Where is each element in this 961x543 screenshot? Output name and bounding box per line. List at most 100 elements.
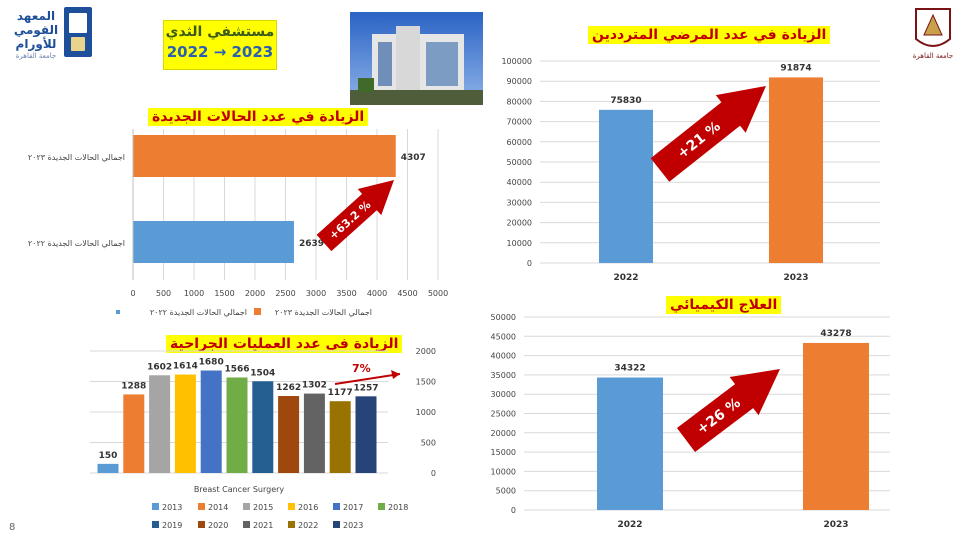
logo-text-2: القومي bbox=[14, 23, 58, 38]
surgeries-legend-label: 2017 bbox=[343, 503, 363, 512]
new-cases-xtick: 4500 bbox=[397, 289, 417, 298]
new-cases-xtick: 2000 bbox=[245, 289, 265, 298]
outpatients-bar bbox=[769, 77, 823, 263]
new-cases-xtick: 2500 bbox=[275, 289, 295, 298]
chemotherapy-ytick: 15000 bbox=[491, 448, 516, 457]
university-logo-text: جامعة القاهرة bbox=[913, 52, 954, 60]
surgeries-legend-label: 2016 bbox=[298, 503, 318, 512]
surgeries-legend-swatch bbox=[152, 503, 159, 510]
surgeries-title-text: الزيادة في عدد العمليات الجراحية bbox=[166, 335, 403, 353]
logo-text-1: المعهد bbox=[17, 9, 55, 23]
new-cases-xtick: 0 bbox=[130, 289, 135, 298]
surgeries-legend-swatch bbox=[378, 503, 385, 510]
new-cases-xtick: 1500 bbox=[214, 289, 234, 298]
surgeries-value: 1257 bbox=[353, 383, 378, 393]
outpatients-ytick: 90000 bbox=[507, 77, 532, 86]
logo-text-4: جامعة القاهرة bbox=[16, 52, 57, 60]
surgeries-value: 1177 bbox=[328, 388, 353, 398]
surgeries-legend-label: 2019 bbox=[162, 521, 182, 530]
photo-trees bbox=[358, 78, 374, 92]
building-windows-left bbox=[378, 42, 392, 86]
chemotherapy-ytick: 5000 bbox=[496, 487, 516, 496]
chemotherapy-ytick: 30000 bbox=[491, 390, 516, 399]
outpatients-ytick: 40000 bbox=[507, 178, 532, 187]
surgeries-ytick: 2000 bbox=[416, 347, 436, 356]
outpatients-value: 75830 bbox=[610, 96, 641, 106]
chemo-title-text: العلاج الكيميائي bbox=[666, 296, 782, 314]
surgeries-value: 1680 bbox=[199, 358, 224, 368]
chemotherapy-ytick: 35000 bbox=[491, 371, 516, 380]
outpatients-ytick: 80000 bbox=[507, 97, 532, 106]
chemo-title: العلاج الكيميائي bbox=[666, 294, 782, 314]
university-pyramid-icon bbox=[923, 13, 943, 36]
surgeries-legend-label: 2022 bbox=[298, 521, 318, 530]
surgeries-bar bbox=[355, 396, 377, 473]
surgeries-xlabel: Breast Cancer Surgery bbox=[194, 485, 285, 494]
surgeries-legend-swatch bbox=[243, 503, 250, 510]
new-cases-xtick: 500 bbox=[156, 289, 171, 298]
outpatients-chart: 0 10000 20000 30000 40000 50000 60000 70000 8000… bbox=[501, 57, 880, 283]
outpatients-ytick: 20000 bbox=[507, 219, 532, 228]
outpatients-arrow: +21 % bbox=[650, 85, 767, 182]
chemo-arrow-shape bbox=[676, 368, 781, 452]
surgeries-bar bbox=[174, 374, 196, 473]
new-cases-title-text: الزيادة في عدد الحالات الجديدة bbox=[148, 108, 369, 126]
surgeries-value: 1302 bbox=[302, 381, 327, 391]
surgeries-arrow-head bbox=[391, 370, 400, 379]
surgeries-arrow-label: 7% bbox=[352, 362, 371, 375]
surgeries-bar bbox=[123, 394, 145, 473]
new-cases-xtick: 1000 bbox=[184, 289, 204, 298]
surgeries-bar bbox=[149, 375, 171, 473]
photo-ground bbox=[350, 90, 483, 105]
surgeries-legend-swatch bbox=[333, 521, 340, 528]
hospital-building-photo bbox=[350, 12, 483, 105]
surgeries-bar bbox=[252, 381, 274, 473]
surgeries-value: 150 bbox=[99, 451, 118, 461]
chemotherapy-ytick: 45000 bbox=[491, 332, 516, 341]
surgeries-ytick: 1500 bbox=[416, 378, 436, 387]
chemotherapy-category: 2022 bbox=[617, 520, 642, 530]
surgeries-value: 1504 bbox=[250, 368, 275, 378]
surgeries-legend-label: 2015 bbox=[253, 503, 273, 512]
surgeries-value: 1614 bbox=[173, 362, 198, 372]
surgeries-legend-label: 2018 bbox=[388, 503, 408, 512]
surgeries-legend-label: 2021 bbox=[253, 521, 273, 530]
outpatients-category: 2023 bbox=[783, 273, 808, 283]
surgeries-legend-swatch bbox=[198, 521, 205, 528]
new-cases-bar bbox=[133, 135, 396, 177]
chemotherapy-category: 2023 bbox=[823, 520, 848, 530]
surgeries-value: 1566 bbox=[224, 364, 249, 374]
new-cases-legend-label: اجمالي الحالات الجديدة ٢٠٢٣ bbox=[275, 308, 372, 317]
hospital-title: مستشفي الثدي bbox=[165, 24, 275, 40]
university-logo: جامعة القاهرة bbox=[910, 5, 956, 61]
surgeries-legend-swatch bbox=[152, 521, 159, 528]
surgeries-ytick: 1000 bbox=[416, 408, 436, 417]
outpatients-ytick: 100000 bbox=[501, 57, 532, 66]
new-cases-xtick: 3500 bbox=[336, 289, 356, 298]
new-cases-category: اجمالي الحالات الجديدة ٢٠٢٣ bbox=[28, 153, 125, 162]
building-tower bbox=[396, 26, 420, 92]
hospital-title-box: مستشفي الثدي 2022 → 2023 bbox=[163, 20, 277, 70]
new-cases-xtick: 5000 bbox=[428, 289, 448, 298]
surgeries-value: 1288 bbox=[121, 381, 146, 391]
new-cases-xtick: 3000 bbox=[306, 289, 326, 298]
chemotherapy-ytick: 40000 bbox=[491, 352, 516, 361]
surgeries-legend-label: 2023 bbox=[343, 521, 363, 530]
new-cases-bar bbox=[133, 221, 294, 263]
outpatients-title: الزيادة في عدد المرضي المترددين bbox=[588, 24, 831, 44]
surgeries-ytick: 500 bbox=[421, 439, 436, 448]
surgeries-value: 1262 bbox=[276, 383, 301, 393]
outpatients-ytick: 70000 bbox=[507, 118, 532, 127]
new-cases-legend-swatch bbox=[116, 310, 120, 314]
new-cases-legend-label: اجمالي الحالات الجديدة ٢٠٢٢ bbox=[150, 308, 247, 317]
new-cases-category: اجمالي الحالات الجديدة ٢٠٢٢ bbox=[28, 239, 125, 248]
outpatients-ytick: 50000 bbox=[507, 158, 532, 167]
new-cases-arrow-shape bbox=[316, 179, 395, 252]
surgeries-arrow-line bbox=[334, 373, 401, 385]
outpatients-value: 91874 bbox=[780, 63, 811, 73]
surgeries-title: الزيادة في عدد العمليات الجراحية bbox=[166, 333, 403, 353]
surgeries-bar bbox=[200, 370, 222, 473]
page-number: 8 bbox=[9, 522, 16, 533]
logo-text-3: للأورام bbox=[16, 36, 57, 52]
logo-emblem bbox=[69, 13, 87, 33]
